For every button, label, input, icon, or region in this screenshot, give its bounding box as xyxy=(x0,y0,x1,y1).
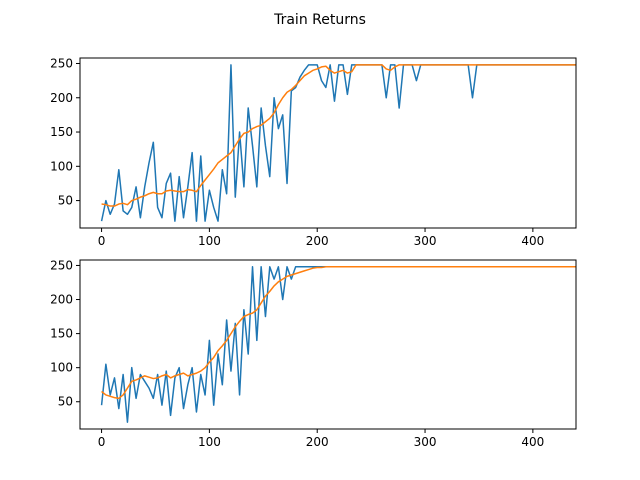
bottom-ytick-label: 50 xyxy=(58,395,73,409)
bottom-series-smoothed-line xyxy=(101,266,576,400)
top-ytick-label: 150 xyxy=(50,125,73,139)
bottom-xtick-label: 0 xyxy=(98,435,106,449)
bottom-ytick-label: 100 xyxy=(50,361,73,375)
top-xtick-label: 400 xyxy=(521,234,544,248)
bottom-ytick-label: 150 xyxy=(50,327,73,341)
figure-title: Train Returns xyxy=(273,12,366,28)
top-xtick-label: 200 xyxy=(306,234,329,248)
bottom-ytick-label: 250 xyxy=(50,258,73,272)
top-axes: 0 100 200 300 400 50 100 150 200 250 xyxy=(50,56,577,248)
bottom-xtick-label: 400 xyxy=(521,435,544,449)
bottom-xtick-label: 300 xyxy=(414,435,437,449)
top-series-smoothed-line xyxy=(101,64,576,207)
top-ytick-label: 100 xyxy=(50,159,73,173)
top-axes-frame xyxy=(79,57,577,229)
bottom-xtick-label: 200 xyxy=(306,435,329,449)
top-xtick-label: 100 xyxy=(198,234,221,248)
top-ytick-label: 50 xyxy=(58,194,73,208)
bottom-ytick-label: 200 xyxy=(50,293,73,307)
top-xtick-label: 0 xyxy=(98,234,106,248)
bottom-axes-frame xyxy=(79,259,577,430)
top-xtick-label: 300 xyxy=(414,234,437,248)
top-ytick-label: 250 xyxy=(50,56,73,70)
bottom-xtick-label: 100 xyxy=(198,435,221,449)
top-ytick-label: 200 xyxy=(50,91,73,105)
bottom-axes: 0 100 200 300 400 50 100 150 200 250 xyxy=(50,258,577,449)
